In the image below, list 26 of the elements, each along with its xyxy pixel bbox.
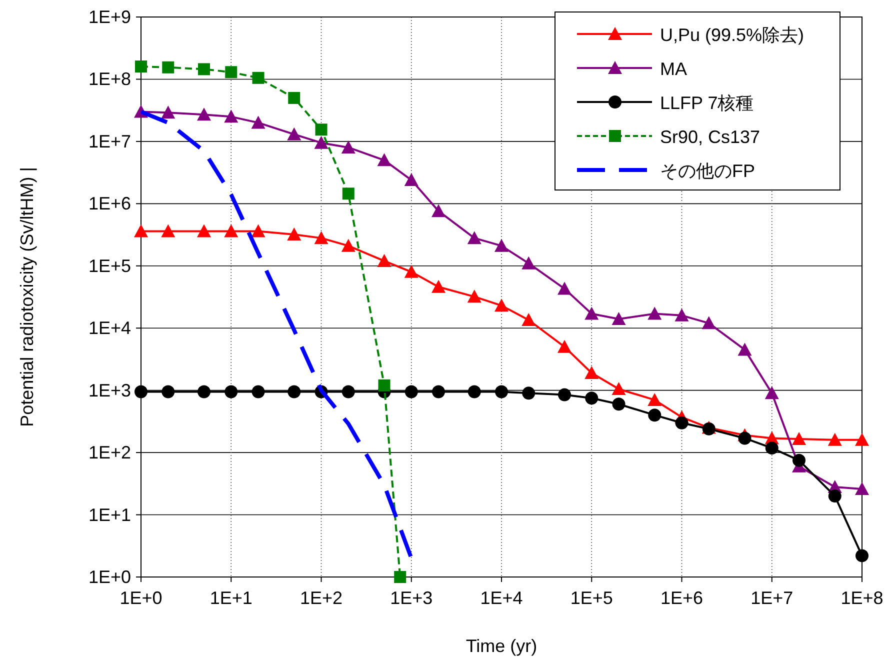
x-tick-label: 1E+6 bbox=[660, 588, 704, 608]
x-tick-label: 1E+8 bbox=[840, 588, 884, 608]
y-tick-label: 1E+2 bbox=[88, 442, 131, 463]
y-tick-label: 1E+1 bbox=[88, 504, 131, 525]
y-tick-label: 1E+0 bbox=[88, 567, 131, 587]
x-tick-label: 1E+0 bbox=[120, 588, 162, 608]
y-tick-label: 1E+9 bbox=[88, 7, 131, 27]
x-tick-label: 1E+2 bbox=[300, 588, 343, 608]
legend-label: MA bbox=[660, 59, 687, 79]
y-tick-label: 1E+7 bbox=[88, 131, 131, 152]
y-tick-label: 1E+6 bbox=[88, 194, 131, 214]
x-tick-label: 1E+3 bbox=[390, 588, 433, 608]
x-tick-label: 1E+5 bbox=[570, 588, 613, 608]
y-tick-label: 1E+4 bbox=[88, 318, 131, 338]
x-tick-label: 1E+7 bbox=[750, 588, 794, 608]
y-tick-label: 1E+5 bbox=[88, 256, 131, 276]
legend-label: その他のFP bbox=[660, 161, 756, 181]
legend-label: LLFP 7核種 bbox=[660, 93, 754, 113]
x-tick-label: 1E+4 bbox=[480, 588, 523, 608]
legend-label: Sr90, Cs137 bbox=[660, 127, 760, 147]
y-tick-label: 1E+8 bbox=[88, 69, 131, 90]
x-axis-title: Time (yr) bbox=[466, 636, 538, 656]
y-tick-label: 1E+3 bbox=[88, 380, 131, 400]
legend-label: U,Pu (99.5%除去) bbox=[660, 25, 804, 45]
x-tick-label: 1E+1 bbox=[210, 588, 252, 608]
y-axis-title: Potential radiotoxicity (Sv/ltHM) | bbox=[17, 167, 37, 427]
